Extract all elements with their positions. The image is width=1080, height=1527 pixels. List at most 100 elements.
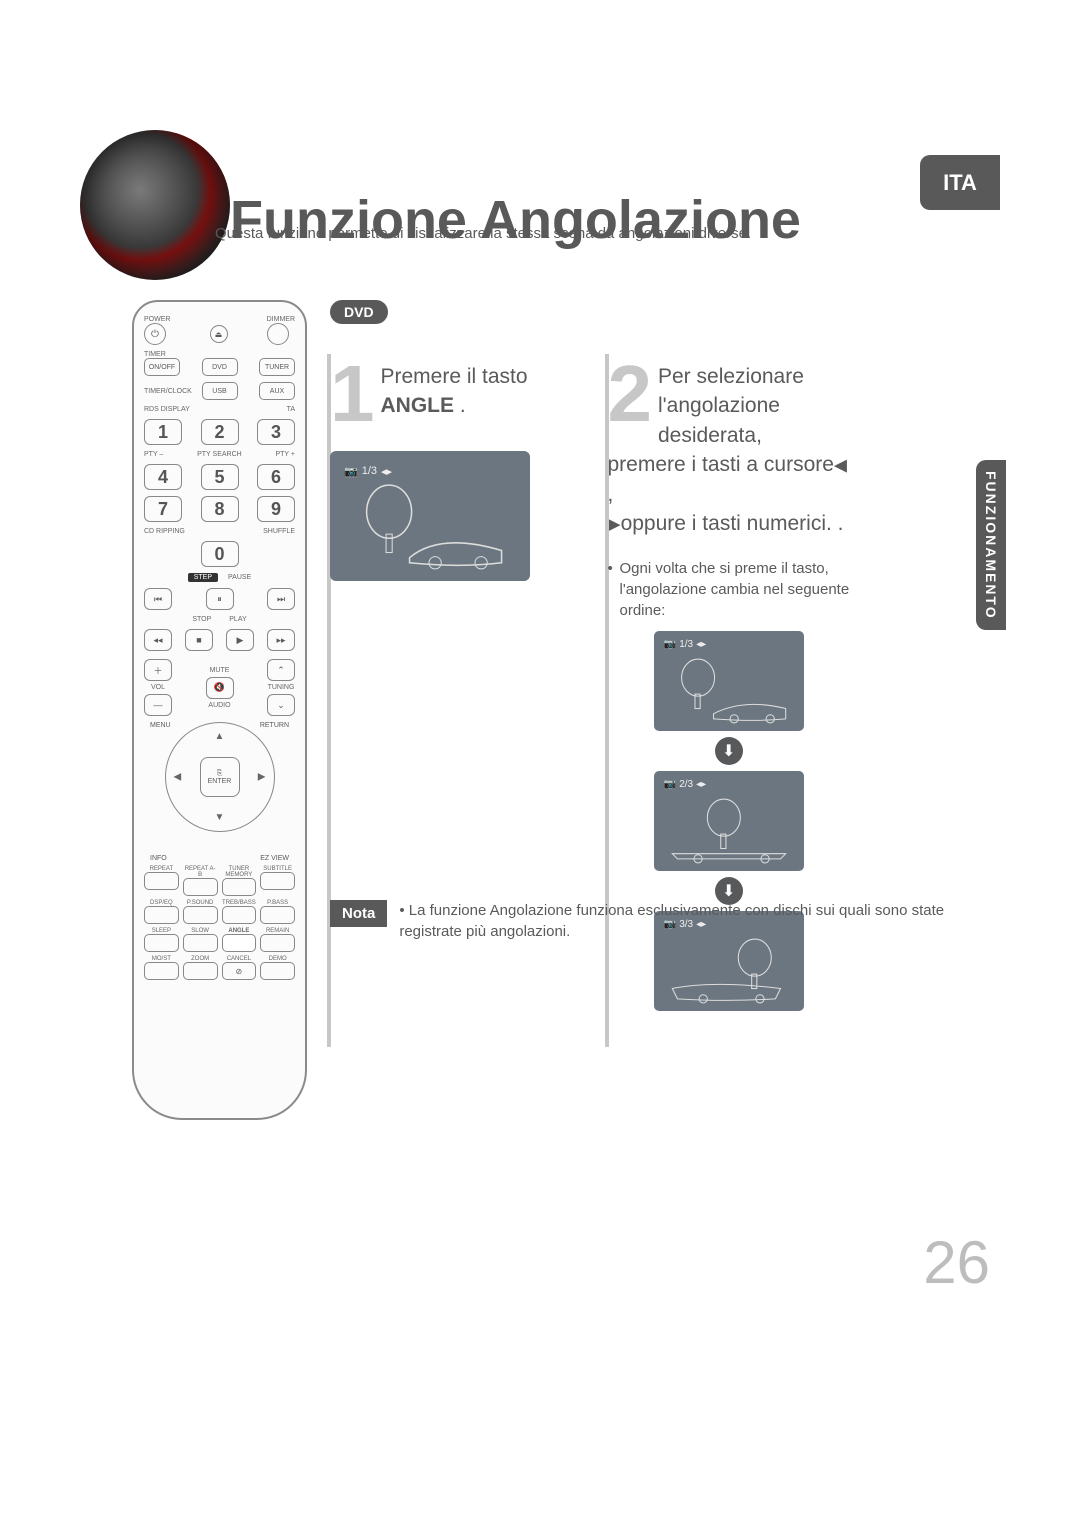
remote-grid-cell: SLEEP bbox=[144, 928, 179, 952]
remote-grid-label: SUBTITLE bbox=[260, 866, 295, 872]
timerclock-label: TIMER/CLOCK bbox=[144, 388, 180, 395]
speaker-icon bbox=[80, 130, 230, 280]
cursor-left-icon: ◀ bbox=[834, 456, 847, 475]
angle-counter: 1/3 bbox=[679, 639, 693, 650]
onoff-button: ON/OFF bbox=[144, 358, 180, 376]
step2-number: 2 bbox=[608, 354, 653, 434]
dpad-area: MENU RETURN ▲ ▼ ◀ ▶ ⎘ENTER INFO EZ VIEW bbox=[144, 722, 295, 862]
step1-line1: Premere il tasto bbox=[381, 365, 528, 388]
dpad-left-icon: ◀ bbox=[174, 772, 182, 783]
rds-label: RDS DISPLAY bbox=[144, 406, 190, 413]
osd-arrows-icon: ◂▸ bbox=[696, 639, 706, 650]
scene-icon bbox=[662, 937, 796, 1004]
remote-grid-cell: REPEAT bbox=[144, 866, 179, 896]
tune-up-icon: ⌃ bbox=[267, 659, 295, 681]
pause-label: PAUSE bbox=[228, 574, 251, 581]
explain-line3: ordine: bbox=[620, 602, 666, 619]
enter-icon: ⎘ bbox=[217, 770, 223, 778]
tune-down-icon: ⌄ bbox=[267, 694, 295, 716]
prev-icon: ⏮ bbox=[144, 588, 172, 610]
step1-after: . bbox=[454, 394, 466, 417]
rew-icon: ◂◂ bbox=[144, 629, 172, 651]
tuning-label: TUNING bbox=[268, 684, 295, 691]
ezview-label: EZ VIEW bbox=[260, 855, 289, 862]
remote-grid-cell: P.BASS bbox=[260, 900, 295, 924]
remote-grid-cell: P.SOUND bbox=[183, 900, 218, 924]
repeat-button bbox=[144, 872, 179, 890]
tuner-button: TUNER bbox=[259, 358, 295, 376]
power-label: POWER bbox=[144, 316, 170, 323]
cancel-button: ⊘ bbox=[222, 962, 257, 980]
cdripping-label: CD RIPPING bbox=[144, 528, 185, 535]
dpad-circle: ▲ ▼ ◀ ▶ ⎘ENTER bbox=[165, 722, 275, 832]
remote-grid-label: CANCEL bbox=[222, 956, 257, 962]
car-scene-icon bbox=[338, 481, 522, 573]
dvd-button: DVD bbox=[202, 358, 238, 376]
page-number: 26 bbox=[923, 1228, 990, 1297]
num-7: 7 bbox=[144, 496, 182, 522]
note-badge: Nota bbox=[330, 900, 387, 927]
num-5: 5 bbox=[201, 464, 239, 490]
stop-label: STOP bbox=[192, 616, 211, 623]
mute-icon: 🔇 bbox=[206, 677, 234, 699]
vol-minus-icon: — bbox=[144, 694, 172, 716]
step1-number: 1 bbox=[330, 354, 375, 434]
p-bass-button bbox=[260, 906, 295, 924]
remote-grid-label: REPEAT A-B bbox=[183, 866, 218, 878]
enter-button: ⎘ENTER bbox=[200, 757, 240, 797]
step2-line3: premere i tasti a cursore bbox=[608, 453, 834, 476]
scene-icon bbox=[662, 657, 796, 724]
osd-angle-text: 1/3 bbox=[362, 465, 377, 477]
camera-icon: 📷 bbox=[664, 639, 676, 650]
num-6: 6 bbox=[257, 464, 295, 490]
step-label: STEP bbox=[188, 573, 218, 582]
pty-minus: PTY – bbox=[144, 451, 163, 458]
power-button-icon: ⏻ bbox=[144, 323, 166, 345]
remote-control-illustration: POWER ⏻ ⏏ DIMMER TIMER ON/OFF DVD TUNER … bbox=[132, 300, 307, 1120]
vol-plus-icon: ＋ bbox=[144, 659, 172, 681]
step2-line4: oppure i tasti numerici. . bbox=[621, 512, 844, 535]
osd-arrows-icon: ◂▸ bbox=[381, 465, 392, 478]
num-3: 3 bbox=[257, 419, 295, 445]
num-2: 2 bbox=[201, 419, 239, 445]
remote-bottom-grid: REPEATREPEAT A-BTUNER MEMORYSUBTITLEDSP/… bbox=[144, 866, 295, 980]
info-label: INFO bbox=[150, 855, 167, 862]
remote-grid-label: P.SOUND bbox=[183, 900, 218, 906]
step2-line1: Per selezionare bbox=[658, 365, 804, 388]
vol-label: VOL bbox=[151, 684, 165, 691]
cursor-right-icon: ▶ bbox=[608, 515, 621, 534]
dsp-eq-button bbox=[144, 906, 179, 924]
num-0: 0 bbox=[201, 541, 239, 567]
title-row: Funzione Angolazione bbox=[80, 130, 1000, 280]
step1-tv-illustration: 📷 1/3 ◂▸ bbox=[330, 451, 530, 581]
dpad-right-icon: ▶ bbox=[258, 772, 266, 783]
remote-grid-cell: TUNER MEMORY bbox=[222, 866, 257, 896]
remote-grid-cell: SUBTITLE bbox=[260, 866, 295, 896]
sleep-button bbox=[144, 934, 179, 952]
p-sound-button bbox=[183, 906, 218, 924]
remote-grid-cell: ZOOM bbox=[183, 956, 218, 980]
explain-line1: Ogni volta che si preme il tasto, bbox=[620, 560, 829, 577]
remain-button bbox=[260, 934, 295, 952]
note-text: La funzione Angolazione funziona esclusi… bbox=[399, 900, 990, 942]
timer-label: TIMER bbox=[144, 351, 295, 358]
language-badge: ITA bbox=[920, 155, 1000, 210]
repeat-a-b-button bbox=[183, 878, 218, 896]
remote-grid-cell: ANGLE bbox=[222, 928, 257, 952]
remote-grid-cell: REPEAT A-B bbox=[183, 866, 218, 896]
step1-angle-word: ANGLE bbox=[381, 394, 455, 417]
zoom-button bbox=[183, 962, 218, 980]
num-1: 1 bbox=[144, 419, 182, 445]
subtitle-button bbox=[260, 872, 295, 890]
down-arrow-icon: ⬇ bbox=[715, 737, 743, 765]
remote-grid-cell: REMAIN bbox=[260, 928, 295, 952]
aux-button: AUX bbox=[259, 382, 295, 400]
note-row: Nota La funzione Angolazione funziona es… bbox=[330, 900, 990, 942]
play-label: PLAY bbox=[229, 616, 246, 623]
demo-button bbox=[260, 962, 295, 980]
remote-grid-cell: SLOW bbox=[183, 928, 218, 952]
osd-arrows-icon: ◂▸ bbox=[696, 779, 706, 790]
enter-label: ENTER bbox=[208, 778, 232, 785]
num-8: 8 bbox=[201, 496, 239, 522]
step2-explain: Ogni volta che si preme il tasto, l'ango… bbox=[608, 558, 851, 621]
